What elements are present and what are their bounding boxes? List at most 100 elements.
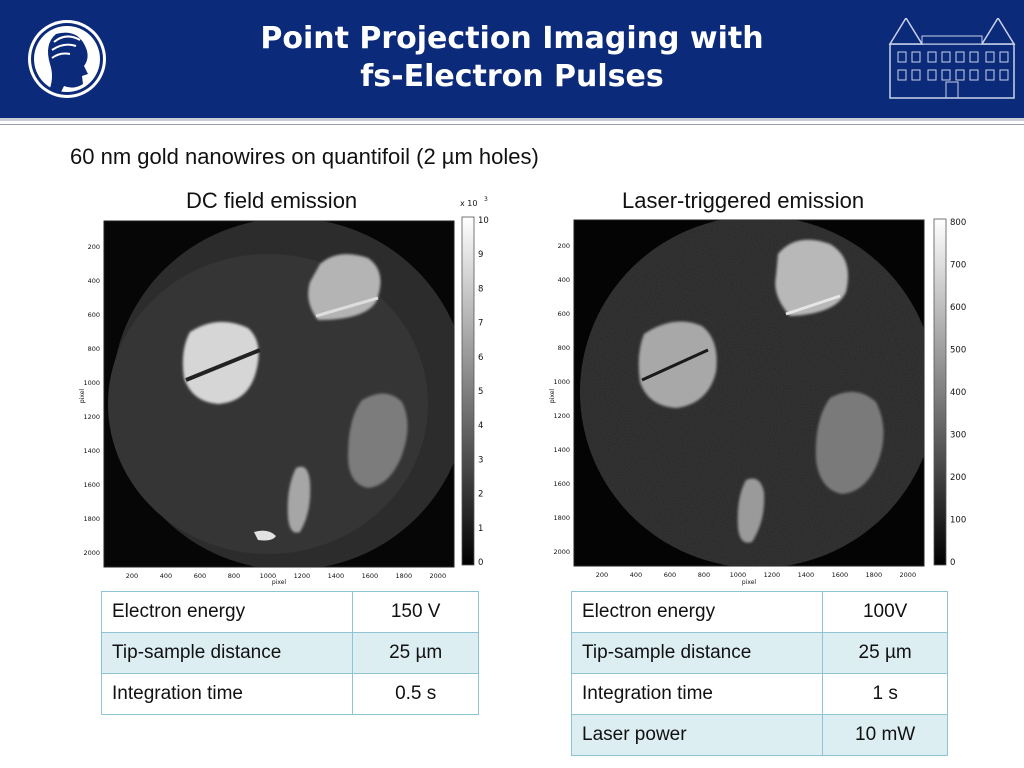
y-tick-label: 800: [558, 344, 570, 352]
colorbar-tick-label: 5: [478, 387, 483, 397]
colorbar-tick-label: 400: [950, 388, 966, 398]
y-tick-label: 1600: [83, 481, 100, 489]
colorbar-tick-label: 8: [478, 284, 483, 294]
colorbar-tick-label: 300: [950, 431, 966, 441]
colorbar-tick-label: 200: [950, 473, 966, 483]
colorbar-exponent-power: 3: [484, 196, 488, 203]
header-divider-thin: [0, 124, 1024, 125]
param-value: 25 µm: [822, 632, 948, 674]
y-tick-label: 2000: [83, 549, 100, 557]
laser-parameters-table: Electron energy 100V Tip-sample distance…: [570, 591, 948, 756]
colorbar-tick-label: 9: [478, 250, 483, 260]
param-name: Tip-sample distance: [570, 632, 824, 674]
x-tick-label: 1400: [328, 572, 345, 580]
table-row: Laser power 10 mW: [570, 714, 948, 756]
y-tick-label: 2000: [553, 548, 570, 556]
x-tick-label: 600: [194, 572, 206, 580]
slide-subtitle: 60 nm gold nanowires on quantifoil (2 µm…: [70, 144, 539, 169]
y-tick-label: 1800: [83, 515, 100, 523]
table-row: Integration time 1 s: [570, 673, 948, 715]
x-tick-label: 400: [630, 571, 642, 579]
x-tick-label: 1600: [832, 571, 849, 579]
x-tick-label: 800: [698, 571, 710, 579]
detector-image: [580, 220, 924, 566]
hole-bottom: [737, 478, 765, 543]
slide-title: Point Projection Imaging with fs-Electro…: [0, 20, 1024, 96]
x-axis-ticks: 200 400 600 800 1000 1200 1400 1600 1800 2000: [596, 571, 916, 579]
x-axis-label: pixel: [272, 579, 287, 586]
colorbar-tick-label: 2: [478, 490, 483, 500]
y-tick-label: 600: [88, 311, 100, 319]
nanowire-left: [641, 348, 709, 382]
colorbar-tick-label: 6: [478, 353, 483, 363]
dc-emission-image-plot: 0 1 2 3 4 5 6 7 8 9 10 x 10 3 200 400 600 800 1000 1200…: [79, 196, 489, 586]
y-tick-label: 400: [88, 277, 100, 285]
colorbar-tick-label: 1: [478, 524, 483, 534]
colorbar: [461, 216, 475, 566]
param-name: Laser power: [570, 714, 824, 756]
laser-emission-image-plot: 0 100 200 300 400 500 600 700 800 200 400 600 800 10…: [549, 218, 966, 586]
colorbar-tick-label: 0: [950, 558, 955, 568]
y-axis-ticks: 200 400 600 800 1000 1200 1400 1600 1800 2000: [83, 243, 100, 557]
nanowire-upper: [785, 294, 841, 316]
hole-bottom: [287, 466, 311, 533]
y-tick-label: 200: [558, 242, 570, 250]
colorbar-tick-label: 4: [478, 421, 483, 431]
dc-parameters-table: Electron energy 150 V Tip-sample distanc…: [100, 591, 479, 715]
param-name: Tip-sample distance: [100, 632, 354, 674]
x-tick-label: 1800: [866, 571, 883, 579]
hole-right: [815, 391, 884, 494]
nanowire-upper: [315, 296, 379, 318]
colorbar-tick-label: 600: [950, 303, 966, 313]
y-tick-label: 1200: [83, 413, 100, 421]
y-tick-label: 1800: [553, 514, 570, 522]
y-tick-label: 1600: [553, 480, 570, 488]
x-tick-label: 800: [228, 572, 240, 580]
colorbar-tick-label: 800: [950, 218, 966, 228]
y-tick-label: 200: [88, 243, 100, 251]
title-line-2: fs-Electron Pulses: [360, 59, 664, 94]
bright-spot-bottom: [254, 530, 276, 541]
nanowire-left: [185, 348, 261, 382]
y-tick-label: 400: [558, 276, 570, 284]
header-divider: [0, 118, 1024, 121]
x-tick-label: 400: [160, 572, 172, 580]
x-axis-label: pixel: [742, 579, 757, 586]
colorbar-exponent: x 10: [460, 199, 477, 208]
param-name: Integration time: [570, 673, 824, 715]
param-name: Electron energy: [100, 591, 354, 633]
x-axis-ticks: 200 400 600 800 1000 1200 1400 1600 1800 2000: [126, 572, 446, 580]
table-row: Integration time 0.5 s: [100, 673, 479, 715]
x-tick-label: 1800: [396, 572, 413, 580]
table-row: Tip-sample distance 25 µm: [100, 632, 479, 674]
header-bar: Point Projection Imaging with fs-Electro…: [0, 0, 1024, 118]
y-axis-label: pixel: [549, 389, 556, 404]
y-tick-label: 1400: [83, 447, 100, 455]
x-tick-label: 1000: [730, 571, 747, 579]
colorbar-tick-label: 10: [478, 216, 489, 226]
colorbar-tick-label: 100: [950, 516, 966, 526]
panel-label-laser: Laser-triggered emission: [622, 188, 865, 213]
colorbar-tick-label: 7: [478, 319, 483, 329]
colorbar-ticks: 0 1 2 3 4 5 6 7 8 9 10: [478, 216, 489, 568]
x-tick-label: 600: [664, 571, 676, 579]
param-value: 0.5 s: [352, 673, 479, 715]
y-axis-ticks: 200 400 600 800 1000 1200 1400 1600 1800 2000: [553, 242, 570, 556]
param-value: 1 s: [822, 673, 948, 715]
param-value: 100V: [822, 591, 948, 633]
x-tick-label: 1600: [362, 572, 379, 580]
colorbar-tick-label: 3: [478, 455, 483, 465]
colorbar: [933, 218, 947, 566]
x-tick-label: 1000: [260, 572, 277, 580]
hole-left: [182, 321, 259, 404]
x-tick-label: 2000: [900, 571, 917, 579]
y-tick-label: 1000: [553, 378, 570, 386]
y-tick-label: 1000: [83, 379, 100, 387]
detector-image: [108, 221, 454, 567]
x-tick-label: 1400: [798, 571, 815, 579]
x-tick-label: 200: [126, 572, 138, 580]
x-tick-label: 2000: [430, 572, 447, 580]
panel-label-dc: DC field emission: [186, 188, 358, 213]
param-value: 150 V: [352, 591, 479, 633]
table-row: Electron energy 100V: [570, 591, 948, 633]
